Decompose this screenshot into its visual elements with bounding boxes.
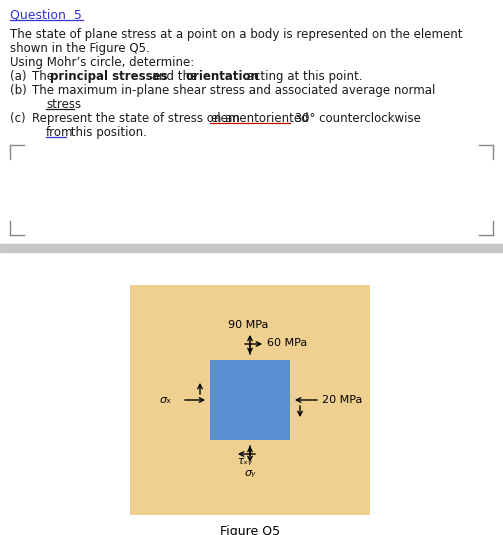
Text: stress: stress <box>46 98 81 111</box>
Text: The: The <box>32 70 58 83</box>
Bar <box>210 360 290 440</box>
Text: acting at this point.: acting at this point. <box>243 70 363 83</box>
Text: elementoriented: elementoriented <box>210 112 309 125</box>
Text: from: from <box>46 126 73 139</box>
Text: principal stresses: principal stresses <box>50 70 167 83</box>
Text: The state of plane stress at a point on a body is represented on the element: The state of plane stress at a point on … <box>10 28 462 41</box>
Text: 60 MPa: 60 MPa <box>267 338 307 348</box>
Text: Represent the state of stress on an: Represent the state of stress on an <box>32 112 243 125</box>
Text: (c): (c) <box>10 112 26 125</box>
Text: Figure Q5: Figure Q5 <box>220 525 280 535</box>
Text: (a): (a) <box>10 70 27 83</box>
Text: shown in the Figure Q5.: shown in the Figure Q5. <box>10 42 150 55</box>
Text: and the: and the <box>148 70 201 83</box>
Text: (b): (b) <box>10 84 27 97</box>
Bar <box>130 285 370 515</box>
Text: Using Mohr’s circle, determine:: Using Mohr’s circle, determine: <box>10 56 194 69</box>
Text: Question  5: Question 5 <box>10 9 82 22</box>
Text: orientation: orientation <box>186 70 260 83</box>
Text: 20 MPa: 20 MPa <box>322 395 362 405</box>
Text: 30° counterclockwise: 30° counterclockwise <box>291 112 421 125</box>
Text: 90 MPa: 90 MPa <box>228 320 268 330</box>
Text: The maximum in-plane shear stress and associated average normal: The maximum in-plane shear stress and as… <box>32 84 436 97</box>
Text: σₓ: σₓ <box>160 395 172 405</box>
Text: this position.: this position. <box>67 126 147 139</box>
Text: σᵧ: σᵧ <box>244 468 256 478</box>
Text: τₓᵧ: τₓᵧ <box>237 456 253 466</box>
